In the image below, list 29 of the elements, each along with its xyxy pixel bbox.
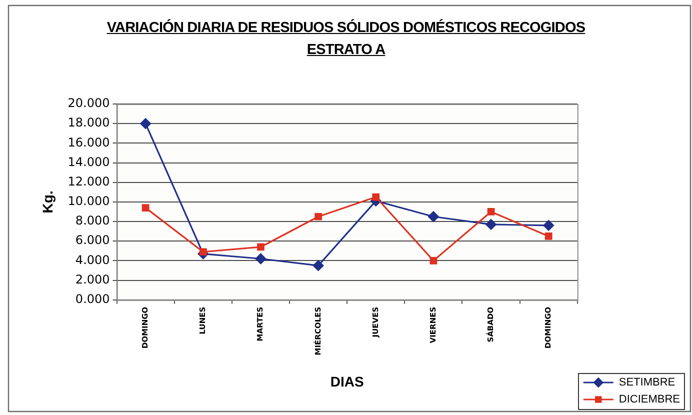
y-tick-label: 8.000 — [75, 214, 110, 228]
point — [142, 204, 150, 212]
legend-label: DICIEMBRE — [618, 394, 680, 406]
chart-title: VARIACIÓN DIARIA DE RESIDUOS SÓLIDOS DOMÉSTICOS RECOGIDOS ESTRATO A — [106, 18, 586, 60]
point — [430, 257, 438, 264]
point — [372, 193, 380, 201]
y-axis-title: Kg. — [39, 190, 56, 214]
x-axis-title: DIAS — [330, 373, 364, 390]
point — [487, 208, 495, 216]
y-tick-label: 14.000 — [68, 154, 110, 169]
y-tick-label: 18.000 — [68, 116, 110, 130]
y-tick-label: 2.000 — [75, 272, 110, 286]
y-tick-label: 12.000 — [68, 174, 110, 188]
point — [140, 118, 152, 130]
point — [314, 212, 322, 220]
y-tick-label: 16.000 — [68, 135, 110, 150]
y-tick-label: 10.000 — [68, 194, 110, 208]
point — [257, 243, 264, 251]
y-tick-label: 0.000 — [75, 292, 110, 306]
legend-label: SETIMBRE — [618, 376, 676, 389]
point — [544, 232, 552, 240]
y-tick-label: 4.000 — [75, 252, 110, 267]
point — [428, 211, 439, 222]
point — [543, 220, 554, 231]
point — [255, 253, 266, 264]
y-tick-label: 20.000 — [68, 96, 110, 110]
point — [312, 260, 324, 272]
point — [486, 218, 497, 230]
y-tick-label: 6.000 — [75, 233, 110, 248]
